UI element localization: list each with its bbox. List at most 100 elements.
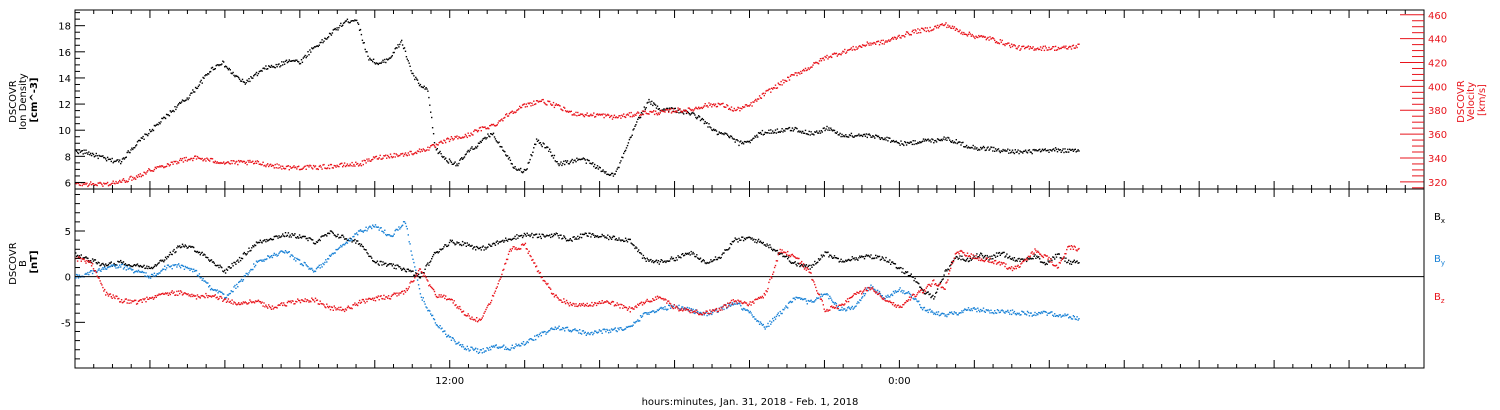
field-bx-point <box>476 245 478 248</box>
field-by-point <box>619 327 621 329</box>
ion-density-point <box>307 51 309 53</box>
field-by-point <box>471 346 473 349</box>
velocity-point <box>965 34 968 36</box>
field-bx-point <box>84 256 86 259</box>
ion-density-point <box>850 132 853 135</box>
velocity-point <box>307 164 309 167</box>
field-by-point <box>677 307 679 309</box>
field-by-point <box>387 234 390 236</box>
velocity-point <box>129 176 131 178</box>
field-bx-point <box>963 259 965 261</box>
ion-density-point <box>135 145 137 147</box>
field-bx-point <box>608 238 610 241</box>
ion-density-point <box>431 127 434 129</box>
field-bx-point <box>422 272 424 274</box>
field-bz-point <box>374 300 377 302</box>
velocity-point <box>420 148 423 151</box>
velocity-point <box>646 113 648 115</box>
velocity-point <box>195 158 198 160</box>
field-by-point <box>457 342 459 345</box>
field-by-point <box>679 308 681 310</box>
velocity-point <box>578 114 580 116</box>
velocity-point <box>93 184 96 186</box>
field-bx-point <box>491 243 494 245</box>
ion-density-point <box>713 129 716 132</box>
field-bz-point <box>401 290 403 293</box>
field-bz-point <box>258 300 260 303</box>
ion-density-point <box>400 41 402 43</box>
velocity-point <box>566 110 569 112</box>
velocity-point <box>1068 46 1070 48</box>
field-by-point <box>922 307 925 309</box>
velocity-point <box>257 161 260 163</box>
field-bx-point <box>387 264 389 266</box>
velocity-point <box>1073 47 1075 49</box>
field-bz-point <box>412 280 414 283</box>
velocity-point <box>550 103 552 105</box>
field-by-point <box>764 328 766 330</box>
field-by-point <box>202 277 204 280</box>
ion-density-point <box>601 170 603 172</box>
field-bz-point <box>168 292 171 294</box>
field-by-point <box>628 325 631 328</box>
ion-density-point <box>895 140 897 142</box>
ion-density-point <box>90 152 92 155</box>
field-bx-point <box>451 239 453 242</box>
velocity-point <box>181 157 184 160</box>
field-bx-point <box>799 265 801 268</box>
velocity-point <box>474 129 476 131</box>
field-bz-point <box>161 293 163 295</box>
velocity-point <box>678 109 680 111</box>
field-bx-point <box>130 265 132 267</box>
field-by-point <box>153 272 156 274</box>
field-by-point <box>213 289 215 291</box>
field-bz-point <box>454 304 456 307</box>
ion-density-point <box>332 29 334 31</box>
field-bz-point <box>195 298 198 300</box>
ion-density-point <box>547 146 549 149</box>
field-by-point <box>951 313 954 315</box>
ion-density-point <box>789 129 792 132</box>
velocity-point <box>1069 46 1072 48</box>
ion-density-point <box>849 134 852 137</box>
field-bx-point <box>312 242 315 244</box>
field-by-point <box>407 234 409 236</box>
field-bx-point <box>727 249 729 251</box>
field-by-point <box>849 308 852 311</box>
field-bx-point <box>1068 259 1070 261</box>
ion-density-point <box>944 138 946 141</box>
ion-density-point <box>861 135 864 138</box>
velocity-point <box>532 104 534 106</box>
ion-density-point <box>433 142 436 144</box>
field-by-point <box>442 331 444 333</box>
field-bz-point <box>144 297 146 300</box>
ion-density-point <box>919 141 921 143</box>
ion-density-point <box>522 171 525 173</box>
velocity-point <box>247 159 249 162</box>
ion-density-point <box>770 129 772 131</box>
ion-density-point <box>469 149 471 151</box>
field-by-point <box>291 254 293 256</box>
field-by-point <box>690 308 692 310</box>
field-bx-point <box>401 268 404 270</box>
field-by-point <box>450 339 453 341</box>
field-bz-point <box>400 292 402 294</box>
velocity-point <box>462 136 465 139</box>
velocity-point <box>328 167 331 170</box>
ion-density-point <box>579 158 581 161</box>
velocity-point <box>278 164 280 166</box>
velocity-point <box>466 136 468 139</box>
velocity-point <box>631 116 633 118</box>
field-bx-point <box>858 257 860 259</box>
field-bx-point <box>1041 261 1044 264</box>
ion-density-point <box>551 154 554 157</box>
velocity-point <box>488 128 490 130</box>
field-bx-point <box>590 236 592 238</box>
field-bz-point <box>417 270 420 272</box>
ion-density-point <box>778 131 780 133</box>
field-bx-point <box>490 245 492 247</box>
field-by-point <box>363 230 365 232</box>
ion-density-point <box>91 152 94 155</box>
field-bx-point <box>960 258 962 261</box>
right-tick-label: 340 <box>1428 154 1447 165</box>
